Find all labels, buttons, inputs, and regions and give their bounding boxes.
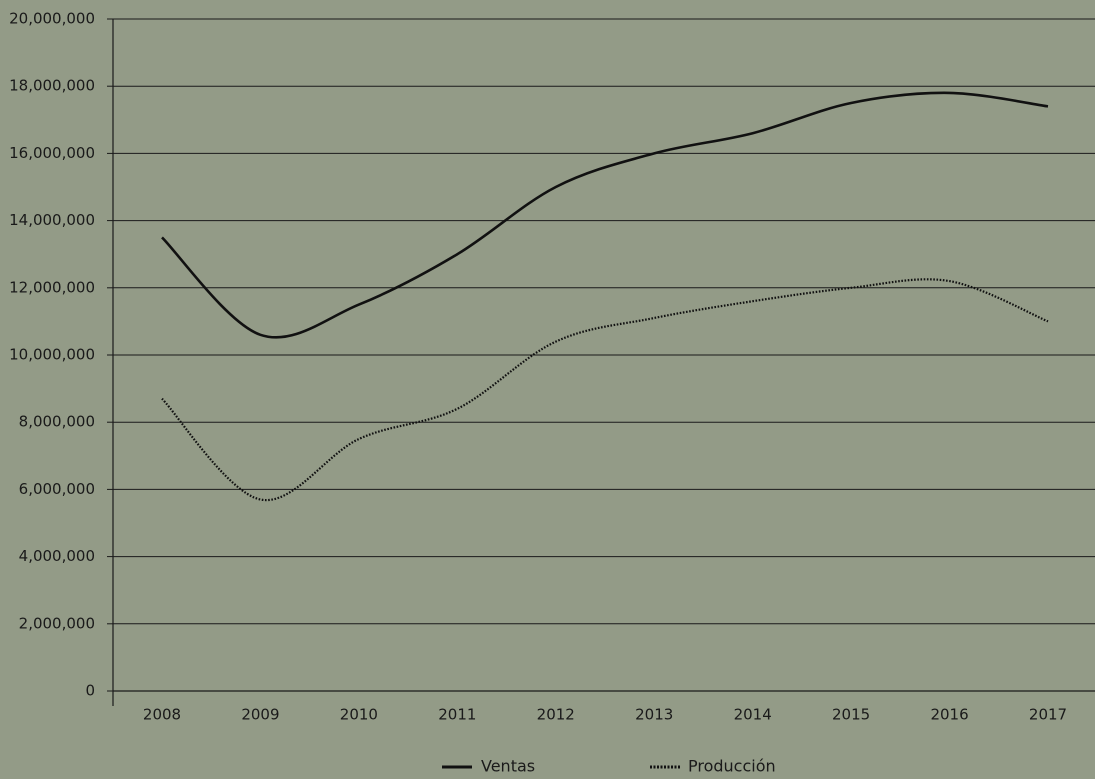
x-tick-label: 2010 [340, 706, 378, 724]
grid-lines [113, 18, 1095, 625]
legend-label-ventas: Ventas [481, 757, 535, 776]
legend-item-ventas: Ventas [442, 757, 535, 776]
y-tick-label: 16,000,000 [9, 144, 95, 162]
axes [112, 19, 1095, 706]
x-tick-label: 2014 [734, 706, 772, 724]
y-tick-label: 8,000,000 [19, 413, 95, 431]
y-tick-label: 14,000,000 [9, 211, 95, 229]
y-tick-labels: 0 2,000,000 4,000,000 6,000,000 8,000,000 10,… [9, 10, 113, 700]
y-tick-label: 20,000,000 [9, 10, 95, 28]
x-tick-label: 2009 [241, 706, 279, 724]
x-tick-label: 2016 [930, 706, 968, 724]
x-tick-labels: 2008 2009 2010 2011 2012 2013 2014 2015 2016 2017 [143, 706, 1067, 724]
series-lines [161, 91, 1049, 502]
legend-item-produccion: Producción [650, 757, 776, 776]
legend-label-produccion: Producción [688, 757, 776, 776]
series-line-ventas [161, 91, 1049, 339]
x-tick-label: 2012 [537, 706, 575, 724]
y-tick-label: 18,000,000 [9, 77, 95, 95]
x-tick-label: 2013 [635, 706, 673, 724]
y-tick-label: 2,000,000 [19, 614, 95, 632]
x-tick-label: 2011 [438, 706, 476, 724]
series-line-produccion [161, 278, 1049, 502]
y-tick-label: 12,000,000 [9, 278, 95, 296]
x-tick-label: 2017 [1029, 706, 1067, 724]
y-tick-label: 6,000,000 [19, 480, 95, 498]
y-tick-label: 10,000,000 [9, 346, 95, 364]
x-tick-label: 2015 [832, 706, 870, 724]
legend: Ventas Producción [442, 757, 776, 776]
y-tick-label: 4,000,000 [19, 547, 95, 565]
x-tick-label: 2008 [143, 706, 181, 724]
y-tick-label: 0 [85, 682, 95, 700]
